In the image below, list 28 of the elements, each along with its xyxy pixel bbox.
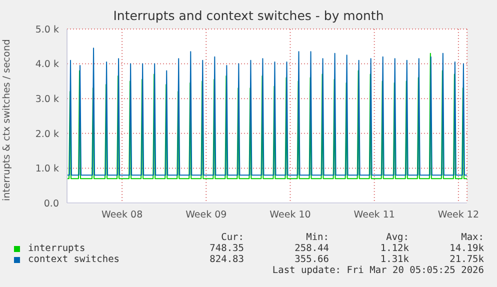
x-tick-label: Week 08 (101, 210, 143, 221)
legend-label: interrupts (27, 243, 86, 254)
y-tick-label: 0.0 (44, 198, 59, 210)
text: 14.19k (448, 243, 484, 254)
text: 258.44 (294, 243, 329, 254)
y-tick-label: 4.0 k (35, 59, 60, 70)
text: 1.31k (379, 254, 409, 265)
text: 824.83 (208, 254, 244, 265)
chart-title: Interrupts and context switches - by month (112, 8, 385, 23)
x-tick-label: Week 11 (354, 210, 395, 221)
x-tick-label: Week 12 (438, 210, 480, 221)
text: Avg: (385, 232, 409, 243)
y-axis-title: interrupts & ctx switches / second (1, 39, 12, 201)
y-tick-label: 5.0 k (35, 24, 60, 36)
text: 355.66 (294, 254, 329, 265)
legend-label: context switches (27, 254, 121, 265)
text: Last update: Fri Mar 20 05:05:25 2026 (271, 265, 484, 276)
text: Cur: (220, 232, 244, 243)
y-tick-label: 1.0 k (35, 164, 60, 175)
text: Min: (305, 232, 329, 243)
y-tick-label: 2.0 k (35, 128, 60, 140)
text: 748.35 (208, 243, 244, 254)
x-tick-label: Week 10 (270, 210, 311, 221)
text: 1.12k (379, 243, 409, 254)
text: Max: (460, 232, 484, 243)
text: 21.75k (448, 254, 484, 265)
y-tick-label: 3.0 k (35, 94, 60, 105)
x-tick-label: Week 09 (186, 210, 227, 221)
